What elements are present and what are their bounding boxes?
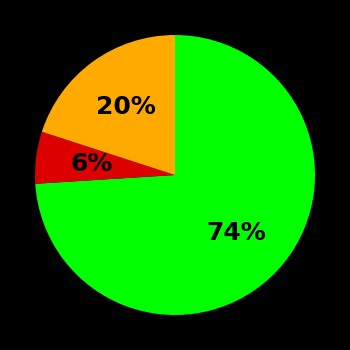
Wedge shape <box>42 35 175 175</box>
Text: 20%: 20% <box>96 95 155 119</box>
Wedge shape <box>35 132 175 184</box>
Text: 6%: 6% <box>70 153 113 176</box>
Wedge shape <box>35 35 315 315</box>
Text: 74%: 74% <box>206 220 266 245</box>
